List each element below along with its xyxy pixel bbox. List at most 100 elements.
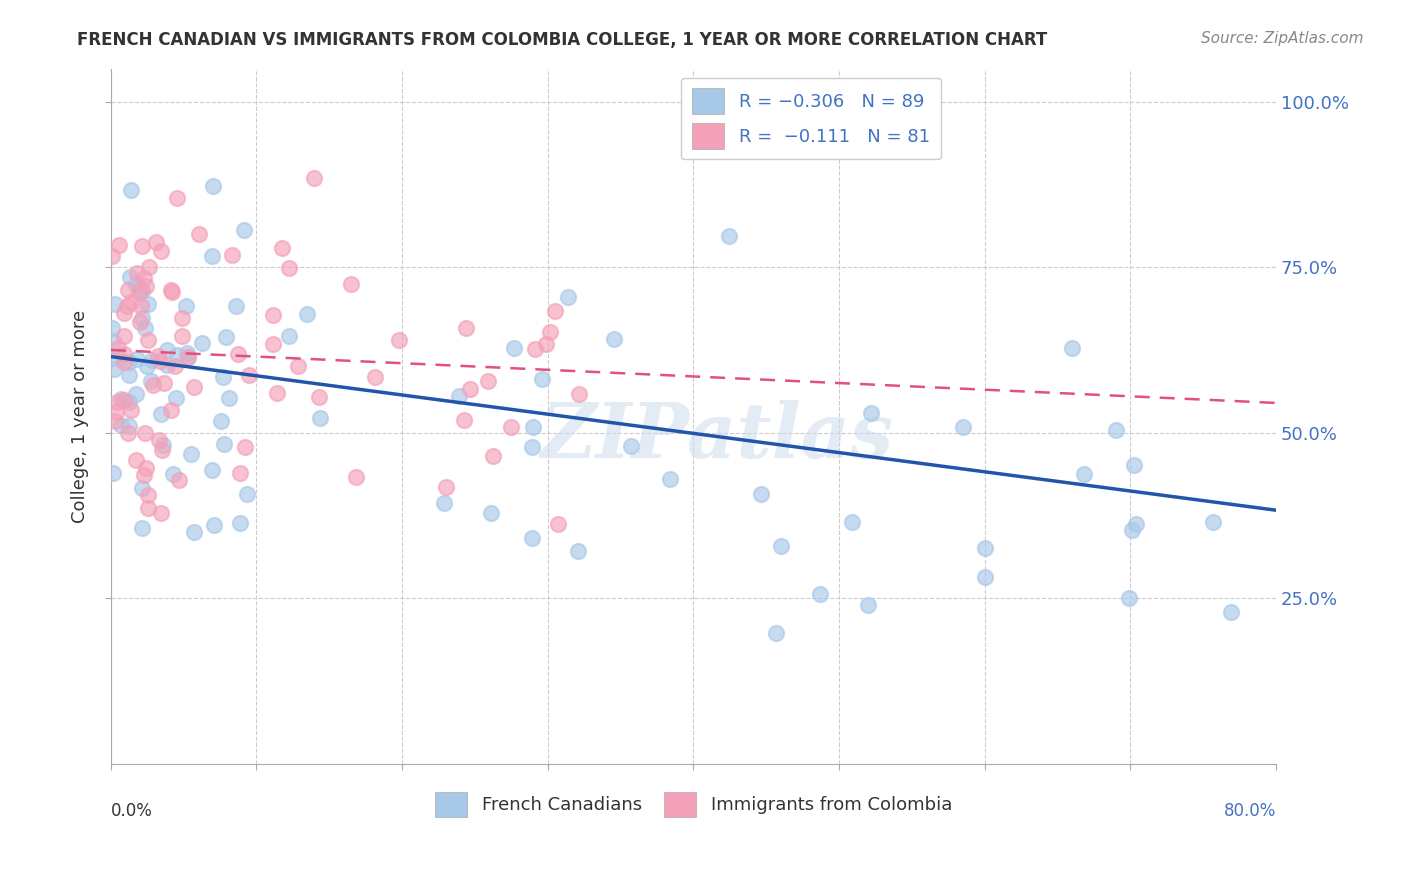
Point: [808, 587, 831, 601]
Point: [112, 355, 135, 369]
Point: [101, 351, 124, 365]
Point: [502, 341, 524, 355]
Point: [277, 260, 299, 275]
Point: [110, 417, 132, 432]
Point: [150, 442, 173, 457]
Point: [568, 387, 591, 401]
Point: [567, 544, 589, 558]
Point: [135, 278, 157, 293]
Point: [156, 343, 179, 358]
Point: [103, 361, 125, 376]
Point: [447, 389, 470, 403]
Point: [148, 433, 170, 447]
Point: [659, 472, 682, 486]
Point: [125, 266, 148, 280]
Point: [433, 496, 456, 510]
Point: [522, 419, 544, 434]
Point: [557, 290, 579, 304]
Point: [131, 285, 153, 299]
Point: [160, 403, 183, 417]
Point: [136, 500, 159, 515]
Point: [453, 413, 475, 427]
Point: [749, 486, 772, 500]
Point: [266, 385, 288, 400]
Point: [1220, 606, 1243, 620]
Point: [101, 320, 124, 334]
Point: [162, 467, 184, 481]
Point: [142, 378, 165, 392]
Point: [132, 467, 155, 482]
Point: [174, 299, 197, 313]
Point: [477, 374, 499, 388]
Point: [262, 337, 284, 351]
Point: [141, 353, 163, 368]
Point: [271, 241, 294, 255]
Point: [117, 425, 139, 440]
Point: [302, 170, 325, 185]
Point: [105, 394, 128, 409]
Point: [620, 439, 643, 453]
Point: [952, 419, 974, 434]
Point: [120, 403, 142, 417]
Point: [153, 376, 176, 391]
Point: [108, 238, 131, 252]
Point: [104, 413, 127, 427]
Legend: French Canadians, Immigrants from Colombia: French Canadians, Immigrants from Colomb…: [427, 784, 959, 824]
Point: [128, 285, 150, 299]
Point: [118, 368, 141, 383]
Point: [287, 359, 309, 373]
Point: [456, 321, 478, 335]
Point: [150, 506, 173, 520]
Point: [534, 337, 557, 351]
Point: [858, 598, 880, 612]
Point: [183, 380, 205, 394]
Point: [434, 480, 457, 494]
Point: [101, 334, 124, 348]
Point: [125, 387, 148, 401]
Point: [543, 303, 565, 318]
Point: [262, 308, 284, 322]
Point: [131, 521, 153, 535]
Text: ZIPatlas: ZIPatlas: [540, 400, 893, 474]
Point: [547, 516, 569, 531]
Point: [177, 350, 200, 364]
Point: [523, 342, 546, 356]
Point: [209, 414, 232, 428]
Point: [501, 419, 523, 434]
Point: [146, 349, 169, 363]
Point: [201, 463, 224, 477]
Text: FRENCH CANADIAN VS IMMIGRANTS FROM COLOMBIA COLLEGE, 1 YEAR OR MORE CORRELATION : FRENCH CANADIAN VS IMMIGRANTS FROM COLOM…: [77, 31, 1047, 49]
Point: [228, 347, 250, 361]
Point: [118, 355, 141, 369]
Point: [149, 407, 172, 421]
Point: [165, 392, 187, 406]
Point: [112, 347, 135, 361]
Point: [201, 249, 224, 263]
Point: [180, 447, 202, 461]
Point: [125, 452, 148, 467]
Point: [131, 310, 153, 325]
Point: [603, 332, 626, 346]
Point: [308, 391, 330, 405]
Point: [718, 228, 741, 243]
Point: [188, 227, 211, 242]
Point: [215, 330, 238, 344]
Point: [118, 270, 141, 285]
Point: [128, 315, 150, 329]
Point: [973, 570, 995, 584]
Point: [134, 425, 156, 440]
Point: [218, 392, 240, 406]
Point: [112, 392, 135, 407]
Point: [1060, 341, 1083, 355]
Point: [388, 333, 411, 347]
Text: 0.0%: 0.0%: [111, 802, 153, 820]
Point: [163, 359, 186, 374]
Point: [225, 299, 247, 313]
Point: [974, 541, 997, 555]
Point: [141, 374, 163, 388]
Point: [221, 247, 243, 261]
Point: [145, 235, 167, 249]
Point: [107, 341, 129, 355]
Point: [183, 524, 205, 539]
Y-axis label: College, 1 year or more: College, 1 year or more: [72, 310, 89, 523]
